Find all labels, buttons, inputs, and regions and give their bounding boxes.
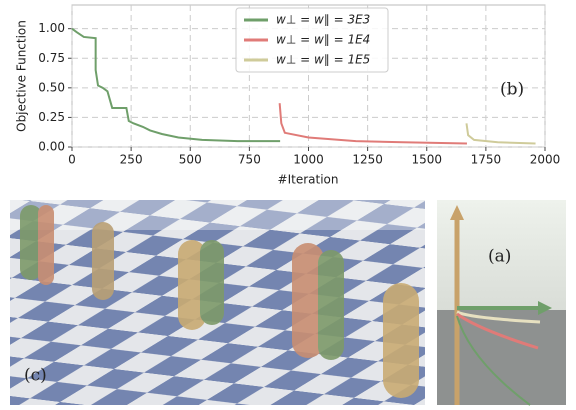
panel-label: (c) bbox=[24, 366, 47, 386]
y-tick-label: 0.50 bbox=[38, 80, 65, 94]
y-tick-label: 0.75 bbox=[38, 51, 65, 65]
x-tick-label: 750 bbox=[238, 153, 261, 167]
render-c: (c) bbox=[10, 200, 425, 405]
x-tick-label: 500 bbox=[179, 153, 202, 167]
y-tick-label: 0.25 bbox=[38, 110, 65, 124]
panel-label: (a) bbox=[488, 247, 511, 267]
y-tick-label: 0.00 bbox=[38, 140, 65, 154]
x-tick-label: 250 bbox=[120, 153, 143, 167]
x-tick-label: 2000 bbox=[530, 153, 561, 167]
render-a: (a) bbox=[437, 200, 566, 405]
x-tick-label: 0 bbox=[68, 153, 76, 167]
x-tick-label: 1750 bbox=[471, 153, 502, 167]
y-tick-label: 1.00 bbox=[38, 21, 65, 35]
x-axis-label: #Iteration bbox=[278, 173, 339, 187]
x-tick-label: 1000 bbox=[293, 153, 324, 167]
x-tick-label: 1250 bbox=[352, 153, 383, 167]
annotation: (b) bbox=[500, 80, 524, 100]
legend-label: w⊥ = w∥ = 3E3 bbox=[276, 13, 370, 27]
y-axis-label: Objective Function bbox=[15, 20, 29, 132]
legend-label: w⊥ = w∥ = 1E5 bbox=[276, 53, 370, 67]
legend-label: w⊥ = w∥ = 1E4 bbox=[276, 33, 370, 47]
x-tick-label: 1500 bbox=[411, 153, 442, 167]
figure: 0.00 0.25 0.50 0.75 1.00 0 250 500 750 1000 1250 15… bbox=[0, 0, 576, 406]
